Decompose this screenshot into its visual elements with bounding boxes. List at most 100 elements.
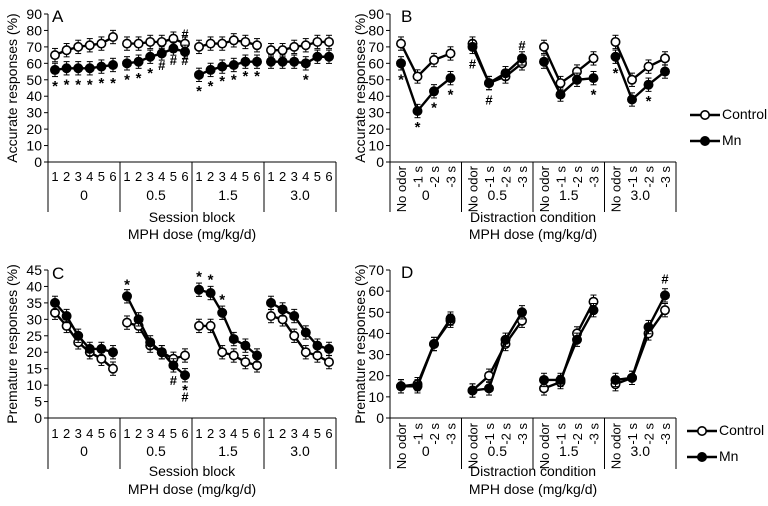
significance-marker: * xyxy=(87,76,93,93)
data-point-control xyxy=(217,38,228,49)
group-label: 3.0 xyxy=(631,187,651,203)
y-tick-label: 40 xyxy=(368,88,384,104)
series-line-control xyxy=(399,43,451,79)
y-tick-label: 0 xyxy=(34,154,42,170)
category-tick-label: 1 xyxy=(195,426,202,441)
y-tick-label: 0 xyxy=(376,410,384,426)
data-point-control xyxy=(659,305,670,316)
data-point-mn xyxy=(205,64,216,75)
category-tick-label: 5 xyxy=(98,426,105,441)
data-point-mn xyxy=(240,56,251,67)
data-point-control xyxy=(289,330,300,341)
category-tick-label: 5 xyxy=(242,426,249,441)
y-tick-label: 70 xyxy=(26,39,42,55)
category-tick-label: 1 xyxy=(123,169,130,184)
y-tick-label: 20 xyxy=(26,344,42,360)
significance-marker: * xyxy=(136,70,142,87)
significance-marker: * xyxy=(208,78,214,95)
y-tick-label: 60 xyxy=(368,55,384,71)
legend-top: Control Mn xyxy=(690,102,768,152)
category-tick-label: -3 s xyxy=(515,423,530,445)
data-point-mn xyxy=(312,51,323,62)
significance-marker: * xyxy=(254,68,260,85)
data-point-control xyxy=(194,41,205,52)
category-tick-label: 3 xyxy=(147,426,154,441)
y-tick-label: 50 xyxy=(368,304,384,320)
data-point-mn xyxy=(610,374,621,385)
category-tick-label: -2 s xyxy=(642,423,657,445)
data-point-mn xyxy=(228,334,239,345)
category-tick-label: 6 xyxy=(253,169,260,184)
y-tick-label: 40 xyxy=(26,88,42,104)
category-tick-label: 4 xyxy=(302,426,309,441)
category-tick-label: -1 s xyxy=(625,423,640,445)
data-point-mn xyxy=(428,338,439,349)
data-point-mn xyxy=(445,73,456,84)
data-point-mn xyxy=(180,46,191,57)
y-tick-label: 50 xyxy=(368,72,384,88)
data-point-mn xyxy=(643,322,654,333)
data-point-mn xyxy=(300,327,311,338)
significance-marker: * xyxy=(124,71,130,88)
data-point-mn xyxy=(265,297,276,308)
data-point-mn xyxy=(412,381,423,392)
category-tick-label: -1 s xyxy=(411,166,426,188)
category-tick-label: 3 xyxy=(75,169,82,184)
data-point-mn xyxy=(96,61,107,72)
group-label: 0 xyxy=(80,187,88,203)
y-tick-label: 10 xyxy=(26,377,42,393)
category-tick-label: 2 xyxy=(279,169,286,184)
category-tick-label: -3 s xyxy=(587,423,602,445)
data-point-control xyxy=(412,71,423,82)
y-tick-label: 60 xyxy=(26,55,42,71)
category-tick-label: -3 s xyxy=(658,166,673,188)
category-tick-label: 5 xyxy=(170,169,177,184)
data-point-mn xyxy=(145,337,156,348)
data-point-control xyxy=(643,61,654,72)
group-label: 0 xyxy=(80,443,88,459)
y-tick-label: 50 xyxy=(26,72,42,88)
data-point-mn xyxy=(516,53,527,64)
data-point-mn xyxy=(395,381,406,392)
data-point-control xyxy=(277,45,288,56)
significance-marker: * xyxy=(110,75,116,92)
data-point-control xyxy=(108,363,119,374)
series-line-mn xyxy=(471,46,523,85)
x-axis-label-2: MPH dose (mg/kg/d) xyxy=(128,226,256,242)
data-point-control xyxy=(240,36,251,47)
data-point-mn xyxy=(73,63,84,74)
data-point-control xyxy=(289,41,300,52)
category-tick-label: 4 xyxy=(86,169,93,184)
category-tick-label: 1 xyxy=(51,426,58,441)
y-tick-label: 10 xyxy=(368,389,384,405)
category-tick-label: 6 xyxy=(325,426,332,441)
data-point-mn xyxy=(626,94,637,105)
category-tick-label: No odor xyxy=(466,165,481,212)
category-tick-label: -3 s xyxy=(444,423,459,445)
group-label: 0.5 xyxy=(146,443,166,459)
significance-marker: * xyxy=(431,99,437,116)
y-tick-label: 10 xyxy=(26,138,42,154)
data-point-mn xyxy=(168,43,179,54)
category-tick-label: No odor xyxy=(537,422,552,469)
significance-marker: * xyxy=(124,277,130,294)
category-tick-label: 5 xyxy=(314,426,321,441)
series-line-mn xyxy=(401,317,452,388)
data-point-control xyxy=(108,32,119,43)
data-point-mn xyxy=(145,51,156,62)
series-line-mn xyxy=(615,294,667,382)
data-point-mn xyxy=(289,311,300,322)
data-point-mn xyxy=(428,86,439,97)
group-label: 3.0 xyxy=(290,187,310,203)
y-tick-label: 40 xyxy=(368,325,384,341)
significance-marker: # xyxy=(170,373,178,388)
y-tick-label: 20 xyxy=(368,368,384,384)
significance-marker: # xyxy=(181,53,189,68)
data-point-mn xyxy=(252,56,263,67)
category-tick-label: -1 s xyxy=(554,166,569,188)
data-point-control xyxy=(659,53,670,64)
category-tick-label: 5 xyxy=(98,169,105,184)
significance-marker: # xyxy=(170,53,178,68)
data-point-mn xyxy=(300,58,311,69)
